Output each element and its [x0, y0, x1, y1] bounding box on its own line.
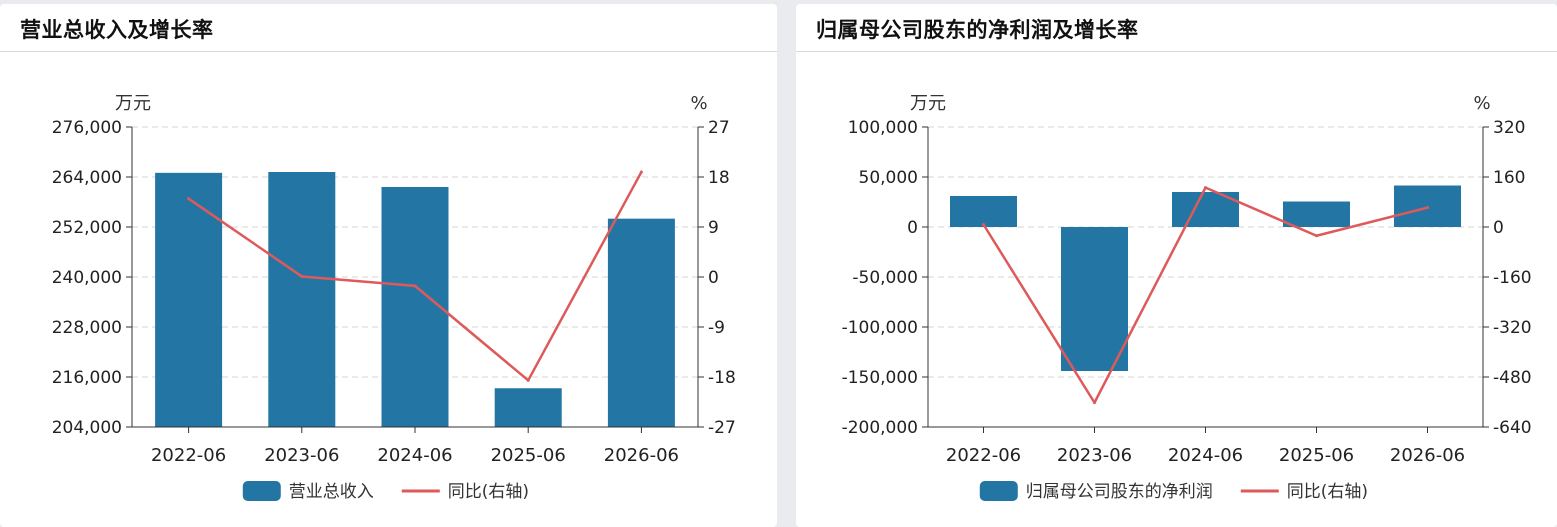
title-divider	[796, 51, 1557, 52]
x-tick-label: 2026-06	[1390, 445, 1465, 466]
y-tick-label: 252,000	[52, 218, 122, 238]
x-tick-label: 2022-06	[151, 445, 226, 466]
bar	[1283, 201, 1350, 227]
y2-tick-label: 9	[708, 218, 719, 238]
x-tick-label: 2023-06	[1057, 445, 1132, 466]
growth-point	[1093, 401, 1096, 405]
y2-tick-label: -160	[1493, 268, 1532, 288]
x-tick-label: 2023-06	[264, 445, 339, 466]
y-unit-label: 万元	[115, 93, 151, 114]
legend-line-label: 同比(右轴)	[448, 482, 529, 502]
y2-tick-label: 160	[1493, 168, 1525, 188]
x-tick-label: 2026-06	[604, 445, 679, 466]
y2-unit-label: %	[690, 93, 707, 114]
y-tick-label: 228,000	[52, 318, 122, 338]
y-tick-label: 216,000	[52, 368, 122, 388]
growth-point	[300, 274, 304, 278]
y-tick-label: -200,000	[842, 418, 918, 438]
legend-bar-swatch	[979, 481, 1018, 501]
y-tick-label: 50,000	[859, 168, 918, 188]
x-tick-label: 2024-06	[377, 445, 452, 466]
y-tick-label: -50,000	[852, 268, 918, 288]
x-tick-label: 2025-06	[491, 445, 566, 466]
bar	[381, 187, 449, 427]
y2-tick-label: -640	[1493, 418, 1532, 438]
legend-bar-label: 营业总收入	[289, 482, 374, 502]
y2-tick-label: 0	[708, 268, 719, 288]
growth-point	[187, 197, 191, 201]
net-profit-chart: 100,000 50,000 0 -50,000 -100,000 -150,000 -20…	[842, 93, 1532, 502]
y-tick-label: 100,000	[848, 118, 918, 138]
y2-tick-label: -9	[708, 318, 725, 338]
y-unit-label: 万元	[910, 93, 946, 114]
y-tick-label: 276,000	[52, 118, 122, 138]
legend-bar-label: 归属母公司股东的净利润	[1026, 482, 1213, 502]
y2-tick-label: 320	[1493, 118, 1525, 138]
y2-tick-label: -18	[708, 368, 736, 388]
y2-tick-label: -480	[1493, 368, 1532, 388]
bar	[607, 218, 675, 427]
x-tick-label: 2024-06	[1168, 445, 1243, 466]
y2-unit-label: %	[1473, 93, 1490, 114]
growth-point	[1426, 206, 1429, 210]
bar	[1061, 227, 1128, 371]
revenue-chart: 276,000 264,000 252,000 240,000 228,000 216,0…	[52, 93, 736, 502]
growth-point	[639, 170, 643, 174]
x-tick-label: 2022-06	[946, 445, 1021, 466]
growth-point	[1204, 186, 1207, 190]
x-tick-label: 2025-06	[1279, 445, 1354, 466]
growth-point	[1315, 234, 1318, 238]
bar	[494, 388, 562, 427]
y-tick-label: 204,000	[52, 418, 122, 438]
bar	[950, 196, 1017, 227]
bar	[155, 172, 223, 427]
growth-point	[982, 223, 985, 226]
title-divider	[0, 51, 777, 52]
net-profit-panel: 归属母公司股东的净利润及增长率 100,000 50,000 0 -50,000 -10…	[796, 4, 1557, 527]
growth-point	[526, 378, 530, 382]
y-tick-label: 240,000	[52, 268, 122, 288]
bar	[268, 172, 336, 427]
legend-line-label: 同比(右轴)	[1287, 482, 1368, 502]
chart-title: 归属母公司股东的净利润及增长率	[816, 18, 1139, 42]
chart-title: 营业总收入及增长率	[20, 18, 214, 42]
y2-tick-label: 0	[1493, 218, 1504, 238]
y2-tick-label: -27	[708, 418, 736, 438]
growth-point	[413, 284, 417, 288]
y2-tick-label: 18	[708, 168, 730, 188]
y-tick-label: -100,000	[842, 318, 918, 338]
revenue-panel: 营业总收入及增长率 276,000 264,000 252,000 240,000 22…	[0, 4, 777, 527]
y2-tick-label: -320	[1493, 318, 1532, 338]
y-tick-label: 264,000	[52, 168, 122, 188]
y2-tick-label: 27	[708, 118, 730, 138]
y-tick-label: 0	[907, 218, 918, 238]
y-tick-label: -150,000	[842, 368, 918, 388]
legend-bar-swatch	[242, 481, 281, 501]
